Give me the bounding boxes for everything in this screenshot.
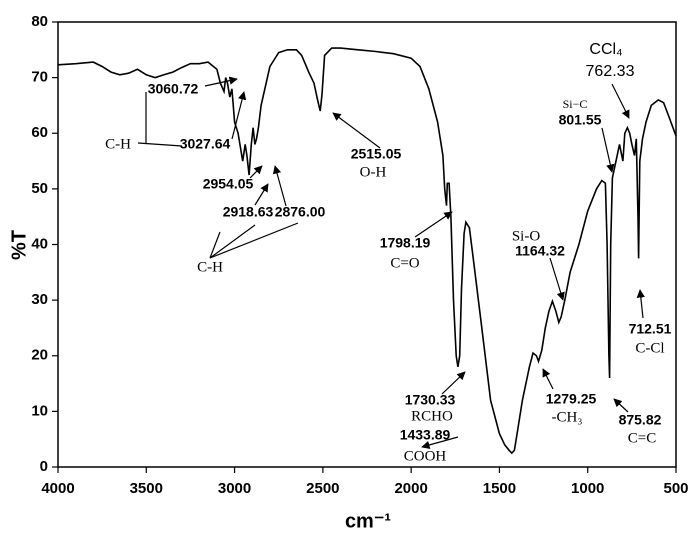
peak-annotation: -CH₃	[551, 409, 582, 425]
y-axis-label: %T	[8, 230, 30, 260]
annotation-arrow	[549, 257, 565, 301]
x-tick-label: 1500	[483, 480, 516, 497]
y-tick-label: 30	[31, 291, 48, 308]
peak-annotation: O-H	[360, 164, 387, 180]
annotation-arrow	[272, 165, 287, 207]
x-tick-label: 3000	[218, 480, 251, 497]
peak-annotation: CCl₄	[589, 41, 622, 58]
peak-annotation: 2954.05	[203, 176, 254, 192]
peak-annotation: 762.33	[586, 63, 635, 80]
annotation-arrow	[611, 83, 630, 119]
annotation-arrow	[441, 371, 466, 395]
x-axis-label: cm⁻¹	[345, 510, 391, 532]
peak-annotation: 712.51	[629, 321, 672, 337]
annotation-arrow	[542, 368, 554, 390]
annotation-arrow	[249, 165, 263, 179]
x-tick-label: 1000	[571, 480, 604, 497]
peak-annotation: Si-O	[512, 228, 541, 244]
peak-annotation: COOH	[404, 448, 447, 464]
annotation-arrow	[332, 112, 381, 149]
annotation-arrow	[254, 183, 269, 206]
peak-annotation: C=C	[628, 430, 656, 446]
annotation-line	[137, 142, 183, 147]
annotation-arrow	[414, 211, 453, 238]
annotation-arrow	[231, 91, 247, 140]
y-tick-label: 10	[31, 402, 48, 419]
x-tick-label: 2000	[394, 480, 427, 497]
annotation-arrow	[204, 76, 238, 87]
x-tick-label: 500	[663, 480, 688, 497]
peak-annotation: 1164.32	[515, 243, 565, 259]
peak-annotation: 1279.25	[546, 391, 597, 407]
y-tick-label: 80	[31, 13, 48, 30]
y-tick-label: 60	[31, 124, 48, 141]
peak-annotation: C-Cl	[635, 340, 664, 356]
peak-annotation: 2918.63	[223, 204, 274, 220]
peak-annotation: 801.55	[559, 112, 602, 128]
y-tick-label: 50	[31, 180, 48, 197]
annotation-arrow	[636, 289, 645, 319]
y-tick-label: 40	[31, 235, 48, 252]
annotation-arrow	[421, 436, 459, 450]
y-tick-label: 0	[40, 458, 48, 475]
x-tick-label: 4000	[41, 480, 74, 497]
annotation-arrow	[613, 398, 629, 413]
annotation-line	[209, 224, 256, 259]
peak-annotation: 1798.19	[380, 235, 431, 251]
peak-annotation: 875.82	[619, 412, 662, 428]
y-tick-label: 70	[31, 69, 48, 86]
peak-annotation: 2876.00	[275, 204, 326, 220]
peak-annotation: 1730.33	[405, 392, 456, 408]
peak-annotation: Si−C	[563, 97, 588, 111]
peak-annotation: 3060.72	[148, 81, 199, 97]
peak-annotation: 3027.64	[180, 136, 231, 152]
y-tick-label: 20	[31, 347, 48, 364]
annotation-line	[209, 222, 299, 259]
peak-annotation: RCHO	[411, 408, 453, 424]
peak-annotation: C-H	[105, 136, 131, 152]
peak-annotation: C=O	[390, 255, 419, 271]
x-tick-label: 3500	[130, 480, 163, 497]
peak-annotation: C-H	[197, 259, 223, 275]
annotation-arrow	[601, 127, 615, 173]
annotation-line	[209, 231, 221, 259]
x-tick-label: 2500	[306, 480, 339, 497]
peak-annotation: 2515.05	[351, 146, 402, 162]
peak-annotation: 1433.89	[400, 427, 451, 443]
